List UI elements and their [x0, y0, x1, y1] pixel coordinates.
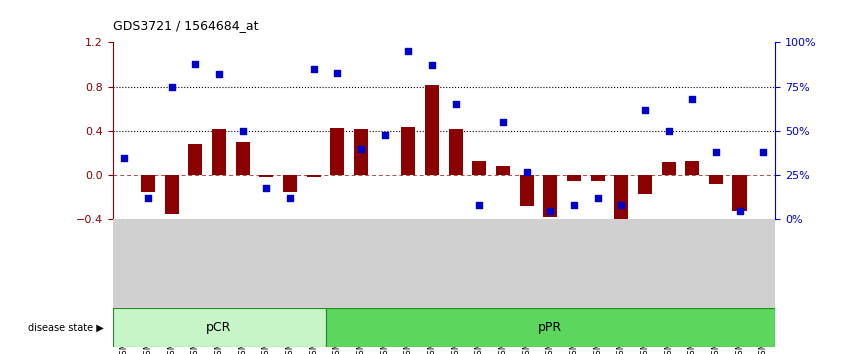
Bar [259, 175, 274, 177]
Bar [449, 129, 462, 175]
Point [425, 63, 439, 68]
Text: pPR: pPR [539, 321, 562, 334]
Point [449, 102, 462, 107]
Bar [496, 166, 510, 175]
Bar [567, 175, 581, 181]
Point [709, 149, 723, 155]
Point [685, 96, 699, 102]
Bar [614, 175, 629, 222]
Point [236, 128, 249, 134]
Point [567, 202, 581, 208]
Bar [326, 308, 775, 347]
Bar [733, 175, 746, 211]
Text: GDS3721 / 1564684_at: GDS3721 / 1564684_at [113, 19, 258, 32]
Text: pCR: pCR [206, 321, 232, 334]
Point [283, 195, 297, 201]
Point [472, 202, 486, 208]
Bar [591, 175, 604, 181]
Bar [283, 175, 297, 192]
Bar [401, 127, 416, 175]
Point [189, 61, 203, 67]
Bar [354, 129, 368, 175]
Bar [141, 175, 155, 192]
Point [141, 195, 155, 201]
Bar [212, 129, 226, 175]
Point [520, 169, 533, 175]
Point [496, 119, 510, 125]
Point [331, 70, 345, 75]
Point [307, 66, 320, 72]
Point [733, 208, 746, 213]
Point [662, 128, 675, 134]
Bar [165, 175, 179, 214]
Point [118, 155, 132, 160]
Bar [113, 308, 326, 347]
Bar [307, 175, 320, 177]
Point [378, 132, 391, 137]
Point [543, 208, 557, 213]
Bar [472, 161, 487, 175]
Point [614, 202, 628, 208]
Point [402, 48, 416, 54]
Text: disease state ▶: disease state ▶ [29, 322, 104, 332]
Point [212, 72, 226, 77]
Point [591, 195, 604, 201]
Bar [236, 142, 249, 175]
Point [756, 149, 770, 155]
Bar [543, 175, 558, 217]
Bar [662, 162, 675, 175]
Point [260, 185, 274, 190]
Bar [330, 128, 345, 175]
Bar [425, 85, 439, 175]
Bar [638, 175, 652, 194]
Point [638, 107, 652, 113]
Point [165, 84, 178, 90]
Point [354, 146, 368, 152]
Bar [188, 144, 203, 175]
Bar [685, 161, 700, 175]
Bar [520, 175, 533, 206]
Bar [708, 175, 723, 184]
